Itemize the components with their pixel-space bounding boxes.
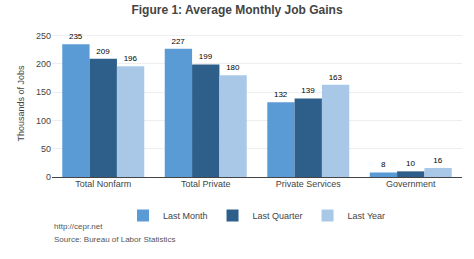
svg-text:Last Quarter: Last Quarter [253, 211, 303, 221]
svg-text:150: 150 [36, 87, 51, 97]
svg-text:Total Private: Total Private [181, 179, 231, 189]
svg-text:Government: Government [386, 179, 436, 189]
svg-text:8: 8 [381, 160, 386, 169]
svg-text:Private Services: Private Services [276, 179, 342, 189]
svg-text:Last Month: Last Month [163, 211, 208, 221]
svg-text:163: 163 [329, 73, 343, 82]
svg-text:199: 199 [199, 52, 213, 61]
svg-text:Source: Bureau of Labor Statis: Source: Bureau of Labor Statistics [54, 235, 175, 244]
svg-text:227: 227 [171, 37, 185, 46]
svg-text:235: 235 [69, 32, 83, 41]
svg-text:132: 132 [274, 90, 288, 99]
svg-text:Figure 1: Average Monthly Job: Figure 1: Average Monthly Job Gains [131, 3, 342, 17]
svg-text:0: 0 [46, 172, 51, 182]
svg-text:10: 10 [406, 159, 415, 168]
svg-text:Total Nonfarm: Total Nonfarm [75, 179, 131, 189]
svg-text:Thousands of Jobs: Thousands of Jobs [16, 65, 26, 142]
svg-text:16: 16 [433, 156, 442, 165]
svg-text:http://cepr.net: http://cepr.net [54, 222, 103, 231]
svg-text:209: 209 [96, 47, 110, 56]
svg-text:50: 50 [41, 144, 51, 154]
svg-text:Last Year: Last Year [348, 211, 386, 221]
svg-text:139: 139 [301, 86, 315, 95]
svg-text:200: 200 [36, 59, 51, 69]
svg-text:250: 250 [36, 31, 51, 41]
svg-text:196: 196 [124, 54, 138, 63]
svg-text:180: 180 [226, 63, 240, 72]
svg-text:100: 100 [36, 116, 51, 126]
